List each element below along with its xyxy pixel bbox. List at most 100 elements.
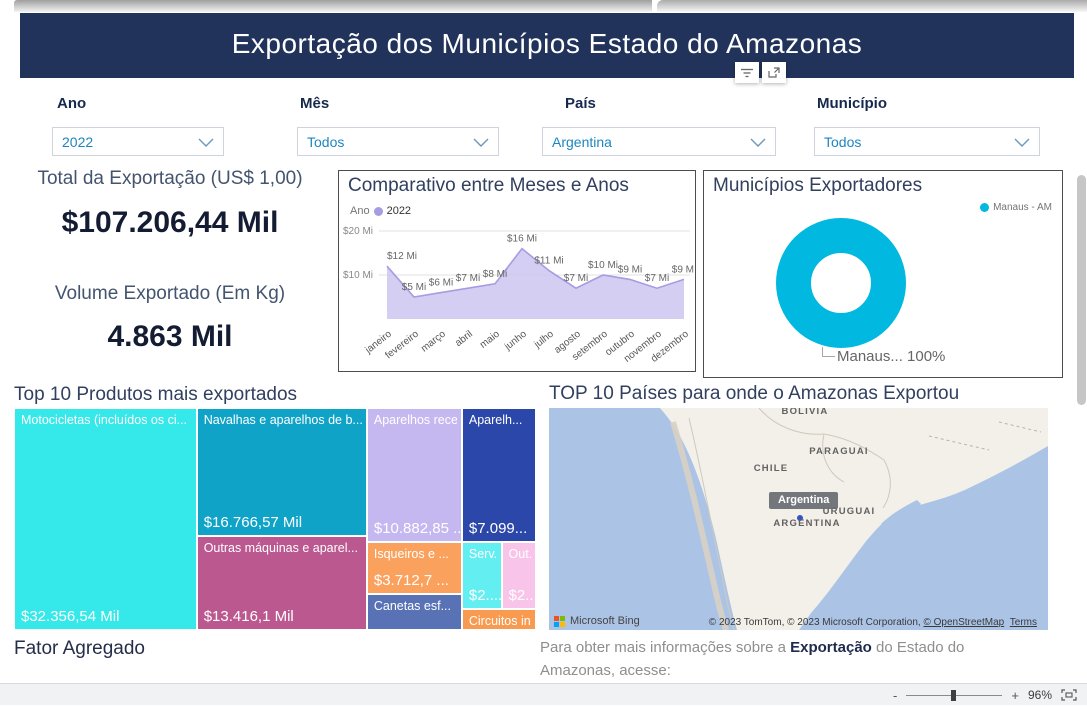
map-pin-argentina [797,515,803,521]
slicer-label-pais: País [565,95,596,112]
municipios-donut-title: Municípios Exportadores [713,175,923,196]
kpi-volume-exportado-value: 4.863 Mil [107,320,233,353]
map-country-label: CHILE [754,463,789,474]
openstreetmap-link[interactable]: © OpenStreetMap [923,617,1005,628]
donut-legend[interactable]: Manaus - AM [980,202,1052,213]
fator-agregado-title: Fator Agregado [14,638,145,659]
slicer-dropdown-municipio[interactable]: Todos [814,127,1040,156]
svg-text:$16 Mi: $16 Mi [507,234,537,245]
svg-text:maio: maio [478,328,502,350]
treemap-cell[interactable]: Serv... $2.... [461,542,502,610]
treemap-cell[interactable]: Outras máquinas e aparel... $13.416,1 Mil [196,536,367,630]
treemap-cell-name: Motocicletas (incluídos os ci... [21,413,188,427]
footer-info-bold: Exportação [790,639,872,656]
window-top-strip-right [657,0,1087,12]
treemap-cell[interactable]: Aparelh... $7.099... [461,408,536,543]
treemap-cell-value: $32.356,54 Mil [21,608,120,625]
map-title: TOP 10 Países para onde o Amazonas Expor… [549,383,960,404]
svg-text:$8 Mi: $8 Mi [483,269,507,280]
chevron-down-icon[interactable] [473,138,489,147]
fit-to-page-icon[interactable] [1061,689,1077,701]
svg-text:$9 Mi: $9 Mi [672,264,694,275]
map-attribution-text: © 2023 TomTom, © 2023 Microsoft Corporat… [708,617,924,628]
zoom-in-button[interactable]: + [1011,687,1019,703]
map-andes [670,421,729,630]
map-country-label: BOLIVIA [782,408,829,417]
treemap-cell-value: $3.712,7 ... [373,572,449,590]
treemap-cell-value: $2.... [508,587,535,605]
treemap-cell-value: $7.099... [468,520,528,538]
vertical-scrollbar-thumb[interactable] [1077,175,1086,405]
svg-text:$12 Mi: $12 Mi [387,251,417,262]
slicer-value-ano: 2022 [62,134,94,150]
slicer-dropdown-ano[interactable]: 2022 [52,127,224,156]
chevron-down-icon[interactable] [198,138,214,147]
chevron-down-icon[interactable] [1014,138,1030,147]
donut-legend-label: Manaus - AM [993,202,1052,213]
svg-text:março: março [419,328,448,354]
svg-text:$7 Mi: $7 Mi [564,273,588,284]
window-top-strip-left [14,0,652,12]
slicer-label-ano: Ano [57,95,87,112]
slicer-value-municipio: Todos [824,134,862,150]
treemap-cell[interactable]: Isqueiros e ... $3.712,7 ... [366,542,462,595]
treemap-cell-name: Canetas esf... [373,599,451,614]
zoom-level: 96% [1027,688,1052,702]
treemap-title: Top 10 Produtos mais exportados [14,384,298,405]
treemap-cell[interactable]: Out... $2.... [501,542,536,610]
legend-dot-icon [980,203,990,212]
bing-logo-text: Microsoft Bing [570,615,640,627]
map-border-dashed [928,421,1042,451]
slicer-label-mes: Mês [300,95,330,112]
visual-header-toolbar [735,62,786,83]
zoom-slider[interactable] [906,689,1003,701]
treemap-cell-value: $13.416,1 Mil [203,607,294,625]
svg-text:$11 Mi: $11 Mi [534,256,563,267]
kpi-total-exportacao-value: $107.206,44 Mil [61,206,279,239]
comparativo-chart-legend[interactable]: Ano 2022 [350,205,411,217]
produtos-treemap: Motocicletas (incluídos os ci... $32.356,… [14,408,536,630]
map-border-chile-argentina [688,417,735,630]
slicer-value-pais: Argentina [552,134,612,150]
svg-text:$9 Mi: $9 Mi [618,264,642,275]
svg-text:$7 Mi: $7 Mi [456,273,480,284]
slicer-dropdown-pais[interactable]: Argentina [542,127,776,156]
comparativo-chart-panel: Comparativo entre Meses e Anos Ano 2022 … [338,170,696,372]
paises-map[interactable]: BOLIVIA PARAGUAI CHILE URUGUAI ARGENTINA Arg… [549,408,1048,630]
slicer-label-municipio: Município [817,95,887,112]
zoom-out-button[interactable]: - [893,687,898,703]
svg-text:$7 Mi: $7 Mi [645,273,669,284]
treemap-cell-name: Outras máquinas e aparel... [203,541,358,556]
map-land [660,408,1048,630]
comparativo-area-chart[interactable]: $20 Mi$10 Mi$12 Mi$5 Mi $6 Mi $7 Mi $8 Mi$1… [341,219,694,369]
filter-button[interactable] [735,62,759,83]
treemap-cell[interactable]: Circuitos int... [461,609,536,630]
legend-title: Ano [350,205,370,217]
treemap-cell-value: $2.... [468,587,502,605]
zoom-slider-thumb[interactable] [951,689,957,701]
svg-text:$20 Mi: $20 Mi [343,226,373,237]
treemap-cell[interactable]: Aparelhos rece... $10.882,85 ... [366,408,462,543]
legend-series-name: 2022 [386,205,412,217]
map-tooltip-argentina: Argentina [769,492,839,509]
slicer-dropdown-mes[interactable]: Todos [297,127,499,156]
svg-text:$6 Mi: $6 Mi [429,278,453,289]
treemap-cell[interactable]: Canetas esf... [366,594,462,630]
terms-link[interactable]: Terms [1009,617,1037,628]
treemap-cell-name: Aparelh... [468,413,523,427]
bing-logo[interactable]: Microsoft Bing [554,615,640,627]
donut-slice-manaus[interactable] [776,218,906,348]
map-country-label: URUGUAI [823,506,876,517]
status-bar: - + 96% [0,683,1087,705]
treemap-cell[interactable]: Motocicletas (incluídos os ci... $32.356,… [14,408,197,630]
comparativo-chart-title: Comparativo entre Meses e Anos [348,175,629,196]
svg-text:$10 Mi: $10 Mi [588,260,618,271]
focus-mode-button[interactable] [762,62,786,83]
chevron-down-icon[interactable] [750,138,766,147]
footer-info-text: Para obter mais informações sobre a Expo… [540,636,1018,683]
treemap-cell[interactable]: Navalhas e aparelhos de b... $16.766,57 M… [196,408,367,537]
treemap-cell-value: $16.766,57 Mil [203,514,303,532]
donut-detail-label: Manaus... 100% [837,348,946,365]
map-country-label: PARAGUAI [809,446,869,457]
